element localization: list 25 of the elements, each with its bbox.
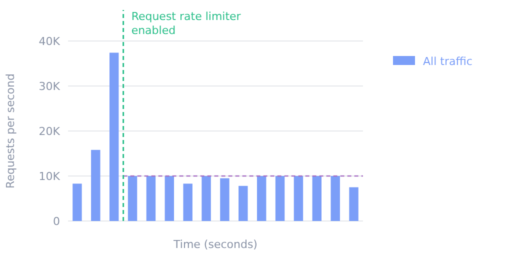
bar xyxy=(164,176,174,221)
bar xyxy=(183,184,192,221)
bar xyxy=(256,176,266,221)
bar xyxy=(238,186,248,221)
x-axis-title: Time (seconds) xyxy=(172,238,258,251)
y-tick-label: 10K xyxy=(38,170,61,183)
y-tick-label: 20K xyxy=(38,124,61,138)
bar xyxy=(349,187,358,221)
bar xyxy=(202,176,211,221)
bar xyxy=(312,176,322,221)
y-tick-label: 0 xyxy=(53,214,60,228)
bar xyxy=(294,176,304,221)
bar xyxy=(275,176,285,221)
bar xyxy=(220,178,230,221)
bar xyxy=(146,176,156,221)
text: Request rate limiter enabled xyxy=(131,10,242,37)
bar xyxy=(91,150,100,221)
bar xyxy=(109,52,119,221)
legend-label: All traffic xyxy=(423,54,472,68)
bar xyxy=(72,184,82,221)
bar xyxy=(128,176,138,221)
y-tick-label: 40K xyxy=(38,34,61,48)
y-axis-title: Requests per second xyxy=(4,74,17,188)
bar xyxy=(330,176,340,221)
y-tick-label: 30K xyxy=(38,80,61,93)
